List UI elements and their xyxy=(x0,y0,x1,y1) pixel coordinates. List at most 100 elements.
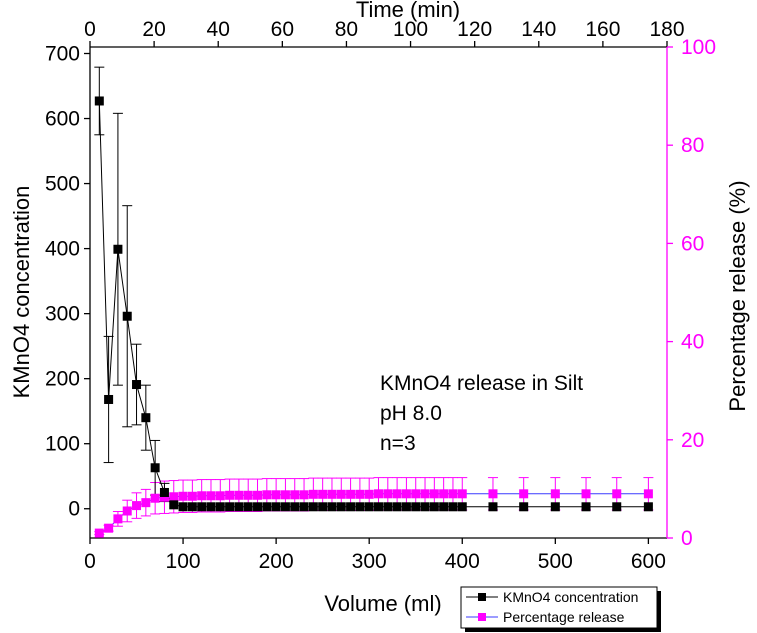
x-top-tick-label: 120 xyxy=(457,18,492,41)
data-point xyxy=(519,489,529,499)
data-point xyxy=(448,489,458,499)
data-point xyxy=(178,502,188,512)
data-point xyxy=(206,502,216,512)
y2-tick-label: 0 xyxy=(681,527,693,550)
y-tick-label: 600 xyxy=(45,108,80,131)
x-tick-label: 500 xyxy=(538,550,573,573)
data-point xyxy=(643,502,653,512)
data-point xyxy=(318,489,328,499)
data-point xyxy=(364,502,374,512)
legend-box xyxy=(460,586,658,629)
data-point xyxy=(411,502,421,512)
x-top-tick-label: 80 xyxy=(335,18,358,41)
data-point xyxy=(299,490,309,500)
data-point xyxy=(336,489,346,499)
data-point xyxy=(94,96,104,106)
data-point xyxy=(243,490,253,500)
data-point xyxy=(271,502,281,512)
series-points-percentage-release xyxy=(94,489,653,538)
data-point xyxy=(383,502,393,512)
y-tick-label: 700 xyxy=(45,43,80,66)
data-point xyxy=(355,502,365,512)
legend-marker-kmno4 xyxy=(478,593,486,601)
data-point xyxy=(401,502,411,512)
data-point xyxy=(141,498,151,508)
data-point xyxy=(206,491,216,501)
data-point xyxy=(234,490,244,500)
data-point xyxy=(225,502,235,512)
annotation-ph: pH 8.0 xyxy=(380,402,442,425)
data-point xyxy=(253,502,263,512)
data-point xyxy=(262,502,272,512)
data-point xyxy=(420,489,430,499)
data-point xyxy=(271,490,281,500)
axis-ticks xyxy=(84,41,673,544)
x-top-tick-label: 140 xyxy=(521,18,556,41)
data-point xyxy=(169,500,179,510)
data-point xyxy=(355,489,365,499)
data-point xyxy=(215,502,225,512)
annotation-n: n=3 xyxy=(380,432,416,455)
data-point xyxy=(225,490,235,500)
data-point xyxy=(643,489,653,499)
data-point xyxy=(383,489,393,499)
x-top-tick-label: 100 xyxy=(393,18,428,41)
x-tick-label: 200 xyxy=(259,550,294,573)
data-point xyxy=(197,502,207,512)
x-top-tick-label: 40 xyxy=(207,18,230,41)
x-tick-label: 400 xyxy=(445,550,480,573)
data-point xyxy=(299,502,309,512)
y-tick-label: 400 xyxy=(45,238,80,261)
y-tick-label: 200 xyxy=(45,368,80,391)
data-point xyxy=(429,502,439,512)
data-point xyxy=(448,502,458,512)
data-point xyxy=(346,489,356,499)
y2-tick-label: 60 xyxy=(681,232,704,255)
legend-label-kmno4: KMnO4 concentration xyxy=(503,589,638,605)
data-point xyxy=(104,394,114,404)
data-point xyxy=(150,493,160,503)
series-points-kmno4-concentration xyxy=(94,96,653,512)
data-point xyxy=(187,502,197,512)
data-point xyxy=(122,311,132,321)
data-point xyxy=(429,489,439,499)
x-top-axis-title: Time (min) xyxy=(356,0,460,22)
y-tick-label: 100 xyxy=(45,433,80,456)
data-point xyxy=(159,487,169,497)
data-point xyxy=(234,502,244,512)
x-top-tick-label: 0 xyxy=(84,18,96,41)
data-point xyxy=(457,489,467,499)
legend: KMnO4 concentration Percentage release xyxy=(460,586,661,632)
data-point xyxy=(122,506,132,516)
data-point xyxy=(113,244,123,254)
data-point xyxy=(215,491,225,501)
x-tick-label: 600 xyxy=(631,550,666,573)
data-point xyxy=(308,489,318,499)
data-point xyxy=(550,502,560,512)
x-top-tick-label: 180 xyxy=(649,18,684,41)
data-point xyxy=(411,489,421,499)
data-point xyxy=(132,501,142,511)
series-line-percentage-release xyxy=(99,493,649,534)
data-point xyxy=(243,502,253,512)
y2-tick-label: 100 xyxy=(681,36,716,59)
data-point xyxy=(280,490,290,500)
y-tick-label: 0 xyxy=(68,498,80,521)
data-point xyxy=(308,502,318,512)
data-point xyxy=(290,490,300,500)
annotation-title: KMnO4 release in Silt xyxy=(380,372,583,395)
x-tick-label: 0 xyxy=(84,550,96,573)
data-point xyxy=(159,492,169,502)
data-point xyxy=(280,502,290,512)
x-axis-title: Volume (ml) xyxy=(324,591,441,616)
x-top-tick-label: 60 xyxy=(271,18,294,41)
data-point xyxy=(364,489,374,499)
x-top-tick-label: 20 xyxy=(142,18,165,41)
data-point xyxy=(457,502,467,512)
data-point xyxy=(392,502,402,512)
data-point xyxy=(488,489,498,499)
series-line-kmno4-concentration xyxy=(98,100,649,508)
data-point xyxy=(439,489,449,499)
